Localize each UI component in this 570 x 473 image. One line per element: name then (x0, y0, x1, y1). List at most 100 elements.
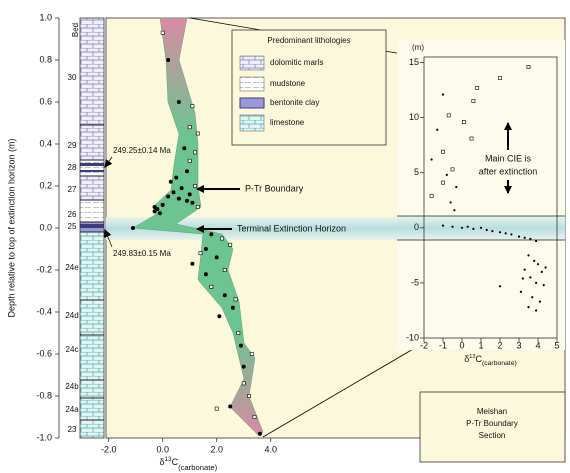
data-point (446, 113, 451, 118)
data-point (222, 293, 227, 298)
data-point (152, 209, 157, 214)
y-tick-label: 5 (414, 167, 419, 177)
x-label-part: 13 (469, 354, 475, 360)
annotation: Terminal Extinction Horizon (237, 223, 346, 233)
x-label-part: (carbonate) (178, 463, 218, 472)
data-point (214, 406, 219, 411)
inset-background (397, 40, 565, 350)
data-point (257, 431, 262, 436)
data-point (460, 226, 464, 229)
data-point (168, 179, 173, 184)
bed-label: 26 (68, 210, 77, 219)
data-point (527, 306, 530, 309)
inset-y-label: (m) (412, 43, 424, 52)
data-point (523, 268, 526, 271)
x-tick-label: 5 (554, 340, 559, 350)
data-point (160, 202, 165, 207)
data-point (436, 128, 439, 131)
bed-label: 23 (68, 425, 77, 434)
y-tick-label: -10 (406, 332, 419, 342)
data-point (190, 104, 195, 109)
x-tick-label: 3 (516, 340, 521, 350)
bed-label: 30 (68, 73, 77, 82)
age-label: 249.25±0.14 Ma (113, 146, 171, 155)
caption: P-Tr Boundary (466, 419, 518, 428)
data-point (187, 158, 192, 163)
data-point (179, 186, 184, 191)
x-axis-label: δ13C(carbonate) (160, 456, 218, 471)
data-point (519, 290, 523, 293)
bed-label: 29 (68, 141, 77, 150)
data-point (544, 266, 547, 269)
inset-annotation: Main CIE is (485, 153, 532, 163)
data-point (160, 30, 165, 35)
x-tick-label: 0 (459, 340, 464, 350)
data-point (228, 404, 233, 409)
legend (231, 29, 387, 146)
y-tick-label: -1.0 (36, 432, 52, 442)
bed-label: 24d (65, 311, 78, 320)
data-point (190, 261, 195, 266)
data-point (441, 224, 445, 227)
caption-box (419, 391, 566, 463)
bed-label: 24a (65, 405, 79, 414)
y-tick-label: 10 (409, 112, 419, 122)
x-axis-label: δ13C(carbonate) (464, 354, 517, 367)
data-point (526, 65, 531, 69)
y-tick-label: 15 (409, 57, 419, 67)
data-point (475, 85, 480, 90)
data-point (531, 296, 534, 299)
data-point (203, 272, 208, 277)
data-point (222, 268, 227, 272)
data-point (441, 93, 445, 96)
data-point (193, 150, 198, 155)
data-point (471, 99, 476, 103)
bed-label: 25 (68, 222, 77, 231)
data-point (523, 236, 526, 239)
inset-frame (423, 56, 558, 339)
legend-label: limestone (270, 118, 305, 127)
data-point (453, 209, 456, 212)
data-point (220, 236, 225, 241)
data-point (538, 300, 542, 303)
data-point (455, 185, 458, 189)
annotation: P-Tr Boundary (245, 183, 304, 193)
x-tick-label: -2.0 (101, 444, 117, 454)
data-point (182, 146, 187, 151)
x-tick-label: 4 (535, 340, 540, 350)
legend-title: Predominant lithologies (267, 36, 350, 45)
bed-header: Bed (71, 23, 80, 37)
data-point (176, 100, 181, 104)
data-point (535, 281, 538, 285)
connector (262, 344, 421, 438)
data-point (535, 239, 538, 243)
data-point (491, 230, 494, 233)
data-point (214, 255, 219, 260)
annotation-bg (467, 150, 549, 180)
data-point (529, 276, 532, 279)
data-point (535, 309, 538, 312)
data-point (193, 184, 198, 188)
y-tick-label: 0.6 (39, 96, 52, 106)
y-tick-label: -0.6 (36, 348, 52, 358)
data-point (236, 331, 241, 335)
caption: Meishan (477, 407, 507, 416)
data-point (241, 364, 246, 369)
y-tick-label: 0.4 (39, 138, 52, 148)
data-point (504, 232, 507, 235)
data-point (203, 247, 208, 251)
data-point (209, 232, 214, 237)
x-label-part: C (475, 354, 482, 364)
x-label-part: C (172, 457, 179, 467)
data-point (450, 167, 455, 172)
lithology-column (58, 17, 105, 439)
x-tick-label: -2 (420, 340, 428, 350)
data-point (176, 196, 181, 201)
y-tick-label: 0.2 (39, 180, 52, 190)
y-tick-label: 0 (414, 222, 419, 232)
data-point (209, 284, 214, 289)
bed-label: 28 (68, 163, 77, 172)
x-label-part: δ (464, 354, 469, 364)
x-tick-label: 1 (478, 340, 483, 350)
